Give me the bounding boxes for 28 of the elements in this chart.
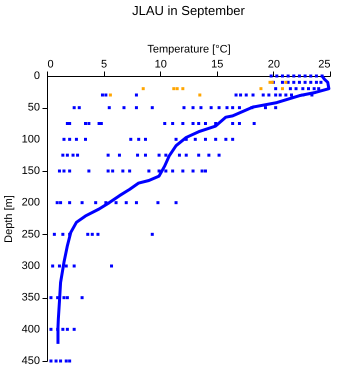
point	[176, 87, 179, 90]
chart-title: JLAU in September	[132, 3, 246, 18]
y-tick-label: 350	[22, 292, 40, 304]
x-tick-label: 0	[48, 58, 54, 70]
y-axis-title: Depth [m]	[3, 195, 15, 243]
y-tick-label: 450	[22, 355, 40, 367]
point	[142, 87, 145, 90]
x-tick-label: 20	[268, 58, 280, 70]
y-tick-label: 50	[28, 102, 40, 114]
y-tick-label: 200	[22, 196, 40, 209]
y-tick-label: 250	[22, 228, 40, 240]
x-tick-label: 25	[318, 58, 330, 70]
point	[198, 94, 202, 96]
y-tick-label: 150	[22, 165, 40, 177]
point	[284, 80, 288, 84]
x-axis-title: Temperature [°C]	[147, 44, 231, 56]
x-tick-label: 10	[154, 58, 167, 70]
x-tick-label: 15	[211, 58, 224, 70]
y-tick-label: 400	[22, 323, 40, 336]
point	[280, 87, 284, 90]
point	[172, 87, 176, 90]
y-tick-label: 0	[34, 70, 40, 82]
point	[259, 87, 262, 90]
point	[108, 94, 112, 96]
y-tick-label: 100	[22, 133, 40, 146]
x-tick-label: 5	[101, 58, 108, 70]
y-tick-label: 300	[22, 260, 40, 272]
point	[181, 87, 184, 90]
